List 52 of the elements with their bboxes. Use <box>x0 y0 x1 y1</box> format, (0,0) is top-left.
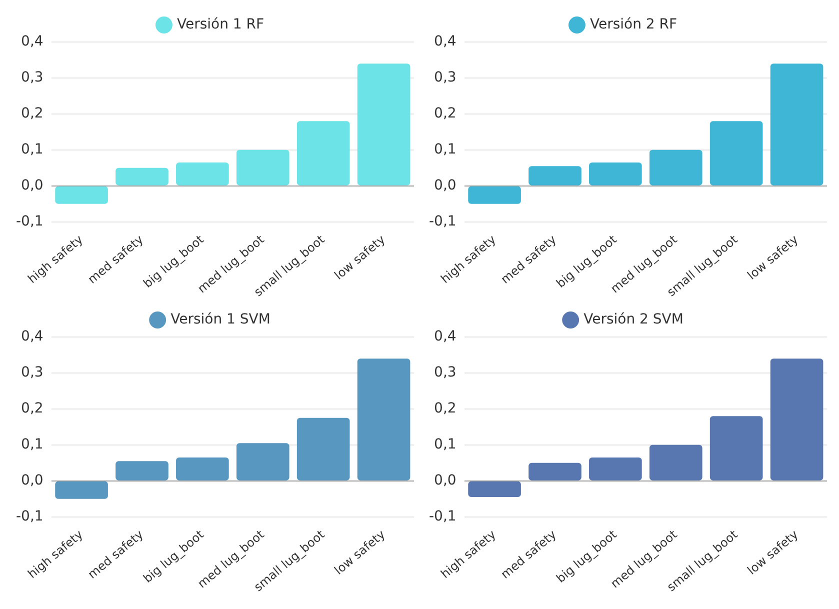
bar <box>589 162 642 186</box>
bar <box>528 462 582 480</box>
bar <box>116 461 168 480</box>
y-tick-label: -0,1 <box>16 508 44 524</box>
bar <box>357 64 410 186</box>
y-tick-label: 0,0 <box>21 178 44 194</box>
y-tick-label: 0,1 <box>434 142 456 158</box>
bar <box>468 481 521 498</box>
bar <box>649 150 702 186</box>
bar <box>236 150 290 186</box>
y-tick-label: 0,1 <box>21 436 44 453</box>
bar <box>528 166 582 186</box>
y-tick-label: 0,3 <box>21 364 44 381</box>
y-tick-label: -0,1 <box>428 213 456 230</box>
y-tick-label: 0,0 <box>21 472 44 489</box>
y-tick-label: 0,3 <box>434 364 456 381</box>
bar <box>116 168 168 186</box>
legend-label: Versión 1 SVM <box>170 312 270 328</box>
y-tick-label: 0,0 <box>434 178 456 194</box>
bar <box>468 186 521 204</box>
bar <box>770 358 824 480</box>
bar <box>176 457 229 480</box>
bar <box>589 457 642 480</box>
bar <box>55 481 108 499</box>
legend-label: Versión 1 RF <box>176 16 264 33</box>
y-tick-label: 0,2 <box>434 106 456 122</box>
y-tick-label: -0,1 <box>428 508 456 524</box>
y-tick-label: 0,0 <box>434 472 456 489</box>
y-tick-label: 0,1 <box>21 142 44 158</box>
legend-label: Versión 2 RF <box>590 16 678 33</box>
y-tick-label: 0,2 <box>21 106 44 122</box>
bar <box>296 418 350 480</box>
y-tick-label: 0,4 <box>21 34 44 50</box>
y-tick-label: 0,3 <box>21 70 44 86</box>
bar <box>236 443 290 480</box>
y-tick-label: 0,4 <box>434 328 456 345</box>
y-tick-label: -0,1 <box>16 213 44 230</box>
y-tick-label: 0,1 <box>434 436 456 453</box>
y-tick-label: 0,4 <box>21 328 44 345</box>
bar <box>710 416 763 480</box>
bar <box>649 444 702 480</box>
bar <box>296 121 350 186</box>
bar <box>770 64 824 186</box>
legend-label: Versión 2 SVM <box>584 312 684 328</box>
bar <box>176 162 229 186</box>
y-tick-label: 0,2 <box>434 400 456 417</box>
bar <box>357 358 410 480</box>
bar <box>710 121 763 186</box>
y-tick-label: 0,2 <box>21 400 44 417</box>
y-tick-label: 0,3 <box>434 70 456 86</box>
bar <box>55 186 108 204</box>
y-tick-label: 0,4 <box>434 34 456 50</box>
